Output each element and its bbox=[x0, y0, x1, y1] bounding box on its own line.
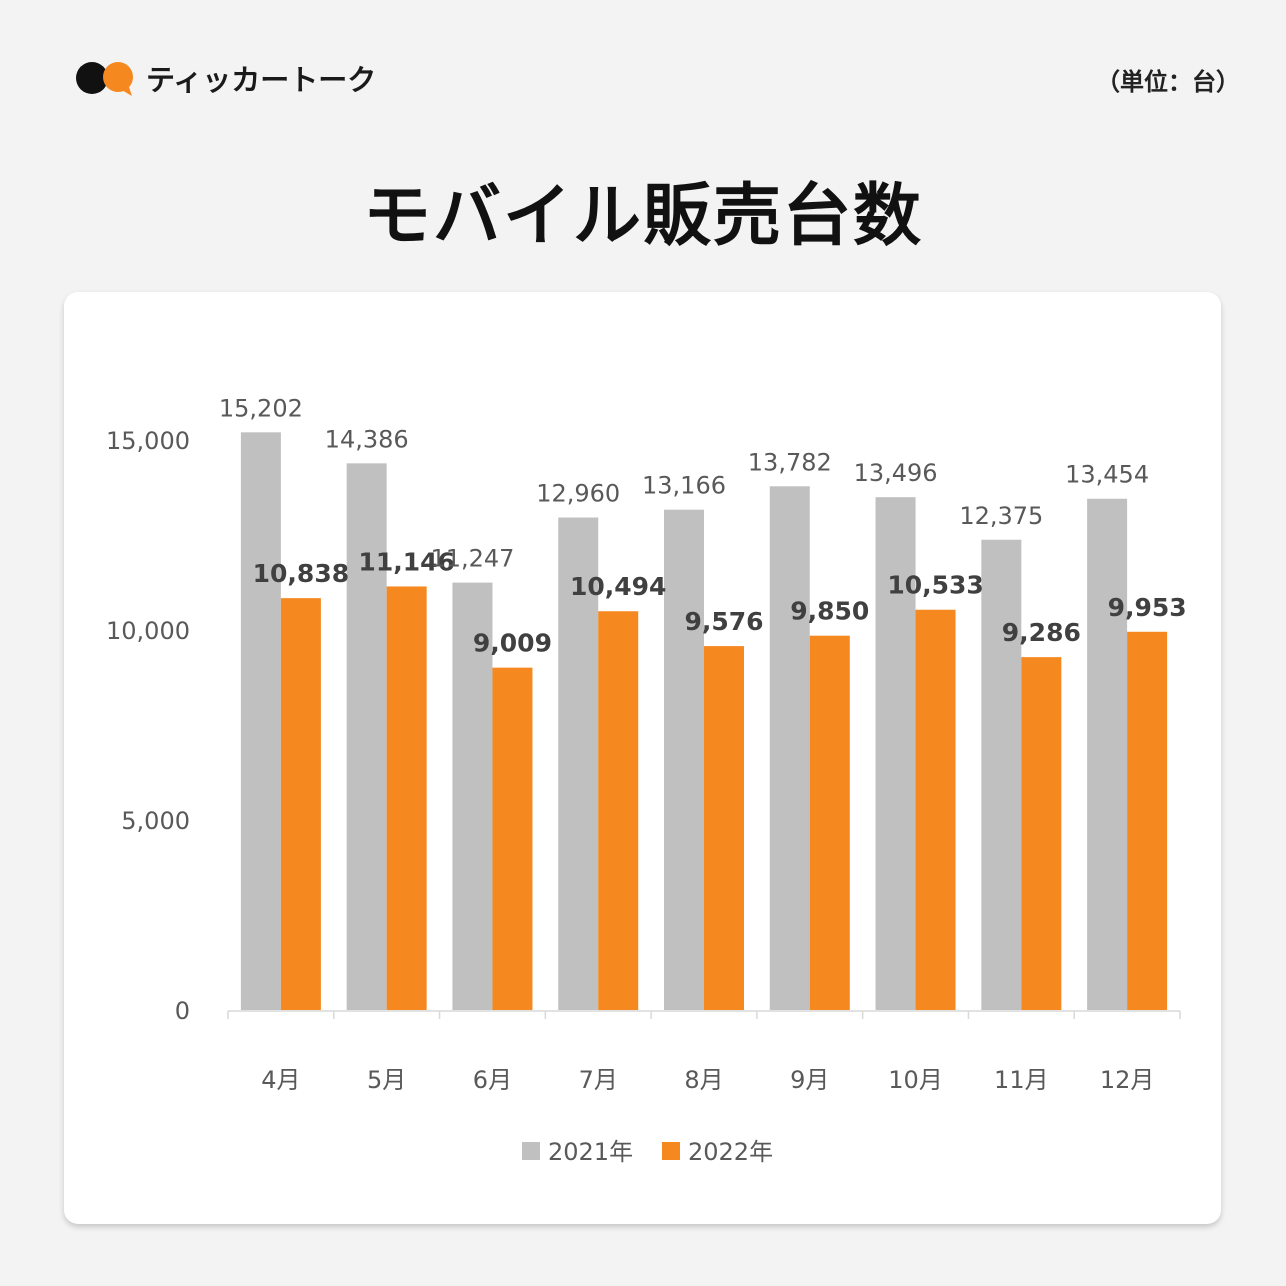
bar-2021 bbox=[346, 463, 387, 1010]
data-label-2021: 11,247 bbox=[430, 545, 514, 573]
bar-2021 bbox=[769, 486, 810, 1010]
bar-2022 bbox=[1021, 657, 1062, 1010]
bar-2021 bbox=[452, 582, 493, 1010]
x-tick-label: 6月 bbox=[473, 1066, 512, 1094]
data-label-2022: 9,850 bbox=[790, 597, 869, 626]
y-tick-label: 15,000 bbox=[106, 427, 190, 455]
bar-2022 bbox=[915, 609, 956, 1010]
two-dots-logo-icon bbox=[76, 62, 133, 96]
bar-2021 bbox=[558, 517, 599, 1010]
data-label-2022: 10,494 bbox=[570, 572, 666, 601]
bar-2021 bbox=[1087, 498, 1128, 1010]
brand-name: ティッカートーク bbox=[146, 63, 377, 97]
chart-card: 0 5,000 10,000 15,000 15,202 10,838 4月 14,386 11… bbox=[64, 292, 1221, 1224]
x-tick-label: 5月 bbox=[367, 1066, 406, 1094]
bar-2021 bbox=[240, 432, 281, 1011]
y-tick-label: 10,000 bbox=[106, 617, 190, 645]
x-tick-label: 12月 bbox=[1100, 1066, 1155, 1094]
data-label-2022: 9,009 bbox=[473, 629, 552, 658]
data-label-2022: 9,953 bbox=[1108, 593, 1187, 622]
legend-label-2022: 2022年 bbox=[688, 1138, 773, 1166]
data-label-2021: 13,782 bbox=[748, 448, 832, 476]
data-label-2022: 9,286 bbox=[1002, 618, 1081, 647]
y-tick-label: 0 bbox=[175, 997, 190, 1025]
data-label-2021: 12,960 bbox=[536, 480, 620, 508]
legend-label-2021: 2021年 bbox=[548, 1138, 633, 1166]
data-label-2022: 11,146 bbox=[358, 547, 454, 576]
legend-swatch-2022 bbox=[662, 1142, 680, 1160]
bar-2022 bbox=[704, 646, 744, 1010]
y-tick-label: 5,000 bbox=[121, 807, 190, 835]
data-label-2021: 13,496 bbox=[854, 459, 938, 487]
data-label-2022: 9,576 bbox=[684, 607, 763, 636]
unit-label: （単位：台） bbox=[1096, 68, 1240, 96]
data-label-2021: 13,454 bbox=[1065, 461, 1149, 489]
brand: ティッカートーク bbox=[76, 58, 376, 98]
legend-swatch-2021 bbox=[522, 1142, 540, 1160]
x-tick-label: 7月 bbox=[579, 1066, 618, 1094]
bar-2022 bbox=[492, 667, 533, 1010]
bar-chart: 0 5,000 10,000 15,000 15,202 10,838 4月 14,386 11… bbox=[106, 394, 1187, 1166]
x-tick-label: 9月 bbox=[790, 1066, 829, 1094]
bar-2021 bbox=[981, 539, 1022, 1010]
x-tick-label: 4月 bbox=[261, 1066, 300, 1094]
bar-2022 bbox=[386, 586, 427, 1010]
bar-2021 bbox=[664, 509, 704, 1010]
bar-2021 bbox=[875, 497, 916, 1010]
bar-2022 bbox=[809, 635, 850, 1010]
data-label-2022: 10,838 bbox=[253, 559, 349, 588]
data-label-2021: 12,375 bbox=[959, 502, 1043, 530]
data-label-2022: 10,533 bbox=[887, 571, 983, 600]
x-tick-label: 11月 bbox=[994, 1066, 1049, 1094]
x-tick-label: 10月 bbox=[888, 1066, 943, 1094]
bar-2022 bbox=[1127, 631, 1168, 1010]
data-label-2021: 13,166 bbox=[642, 472, 726, 500]
x-tick-label: 8月 bbox=[684, 1066, 723, 1094]
data-label-2021: 15,202 bbox=[219, 394, 303, 422]
bar-2022 bbox=[598, 611, 639, 1010]
data-label-2021: 14,386 bbox=[325, 425, 409, 453]
bar-2022 bbox=[280, 598, 321, 1010]
page-title: モバイル販売台数 bbox=[362, 177, 923, 256]
